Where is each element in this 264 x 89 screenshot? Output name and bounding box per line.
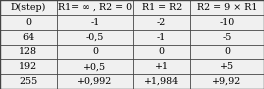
- Text: +1,984: +1,984: [144, 77, 179, 86]
- Text: -10: -10: [219, 18, 235, 27]
- Text: +0,5: +0,5: [83, 62, 107, 71]
- Text: +5: +5: [220, 62, 234, 71]
- Text: 0: 0: [224, 47, 230, 56]
- Text: -5: -5: [222, 33, 232, 42]
- Text: +1: +1: [155, 62, 169, 71]
- Text: 192: 192: [19, 62, 37, 71]
- Text: 64: 64: [22, 33, 34, 42]
- Text: 128: 128: [19, 47, 37, 56]
- Text: R1= ∞ , R2 = 0: R1= ∞ , R2 = 0: [58, 3, 132, 12]
- Text: R1 = R2: R1 = R2: [142, 3, 182, 12]
- Text: -0,5: -0,5: [86, 33, 104, 42]
- Text: 255: 255: [19, 77, 37, 86]
- Text: 0: 0: [25, 18, 31, 27]
- Text: 0: 0: [159, 47, 165, 56]
- Text: R2 = 9 × R1: R2 = 9 × R1: [197, 3, 257, 12]
- Text: -2: -2: [157, 18, 166, 27]
- Text: 0: 0: [92, 47, 98, 56]
- Text: -1: -1: [157, 33, 166, 42]
- Text: +0,992: +0,992: [77, 77, 113, 86]
- Text: D(step): D(step): [11, 3, 46, 12]
- Text: -1: -1: [90, 18, 100, 27]
- Text: +9,92: +9,92: [213, 77, 242, 86]
